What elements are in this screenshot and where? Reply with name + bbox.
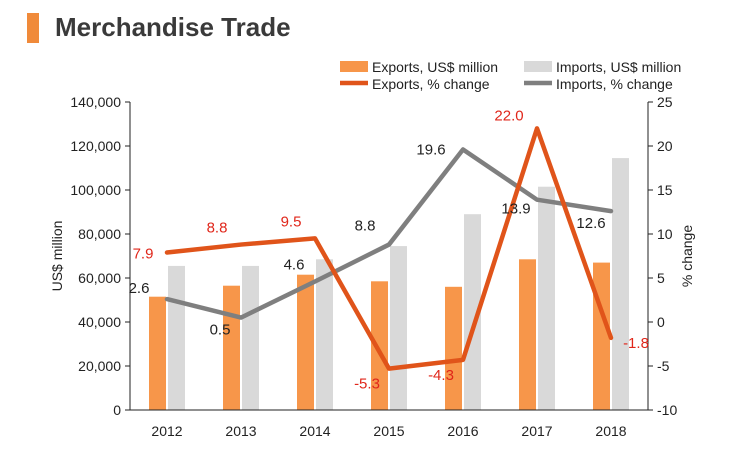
data-label-exports-pct: 7.9 — [133, 245, 154, 262]
data-label-exports-pct: -1.8 — [623, 335, 649, 352]
y-tick-label-left: 0 — [113, 402, 121, 418]
data-label-imports-pct: 19.6 — [416, 142, 445, 159]
y-tick-label-right: 15 — [657, 182, 673, 198]
bar-imports — [464, 214, 481, 410]
y-tick-label-left: 40,000 — [78, 314, 121, 330]
title-accent-bar — [27, 13, 39, 43]
line-imports-pct-change — [164, 147, 614, 320]
bar-exports — [445, 286, 462, 410]
data-label-imports-pct: 13.9 — [501, 201, 530, 218]
y-tick-label-right: -5 — [657, 358, 670, 374]
y-tick-label-right: -10 — [657, 402, 677, 418]
y-tick-label-right: 0 — [657, 314, 665, 330]
data-label-imports-pct: 4.6 — [284, 257, 305, 274]
chart-title: Merchandise Trade — [55, 12, 291, 42]
x-tick-label: 2012 — [151, 423, 182, 439]
bars-layer — [149, 158, 629, 410]
bar-exports — [223, 285, 240, 410]
legend-swatch-exports — [340, 61, 368, 72]
y-axis-title-right: % change — [679, 225, 695, 287]
bar-imports — [242, 265, 259, 410]
y-tick-label-right: 20 — [657, 138, 673, 154]
y-axis-title-left: US$ million — [49, 221, 65, 292]
legend-swatch-imports — [524, 61, 552, 72]
y-tick-label-left: 140,000 — [70, 94, 121, 110]
data-label-imports-pct: 0.5 — [210, 322, 231, 339]
y-tick-label-right: 5 — [657, 270, 665, 286]
bar-imports — [316, 259, 333, 410]
data-label-imports-pct: 8.8 — [355, 218, 376, 235]
legend-label-exports: Exports, US$ million — [372, 59, 498, 75]
data-label-exports-pct: 9.5 — [281, 213, 302, 230]
bar-imports — [390, 246, 407, 410]
lines-layer — [164, 126, 614, 371]
data-label-exports-pct: -5.3 — [354, 376, 380, 393]
x-tick-label: 2016 — [447, 423, 478, 439]
y-tick-label-left: 60,000 — [78, 270, 121, 286]
data-label-imports-pct: 2.6 — [129, 280, 150, 297]
data-label-imports-pct: 12.6 — [576, 215, 605, 232]
legend-label-imports: Imports, US$ million — [556, 59, 681, 75]
axes-layer: 0 20,000 40,000 60,000 80,000 100,000 120,000 1… — [49, 94, 695, 439]
y-tick-label-left: 100,000 — [70, 182, 121, 198]
bar-imports — [538, 186, 555, 410]
y-tick-label-right: 25 — [657, 94, 673, 110]
data-label-exports-pct: 8.8 — [207, 220, 228, 237]
y-tick-label-right: 10 — [657, 226, 673, 242]
x-tick-label: 2014 — [299, 423, 330, 439]
bar-imports — [168, 265, 185, 410]
x-tick-label: 2017 — [521, 423, 552, 439]
bar-exports — [297, 274, 314, 410]
legend-label-exports-pct: Exports, % change — [372, 76, 490, 92]
bar-imports — [612, 158, 629, 410]
data-label-exports-pct: 22.0 — [494, 107, 523, 124]
bar-exports — [149, 296, 166, 410]
bar-exports — [519, 259, 536, 410]
legend-label-imports-pct: Imports, % change — [556, 76, 673, 92]
line-exports-pct-change — [164, 126, 614, 371]
bar-exports — [593, 262, 610, 410]
y-tick-label-left: 120,000 — [70, 138, 121, 154]
x-tick-label: 2018 — [595, 423, 626, 439]
legend: Exports, US$ million Imports, US$ million… — [340, 59, 681, 92]
bar-exports — [371, 281, 388, 410]
y-tick-label-left: 20,000 — [78, 358, 121, 374]
y-tick-label-left: 80,000 — [78, 226, 121, 242]
x-tick-label: 2015 — [373, 423, 404, 439]
data-label-exports-pct: -4.3 — [428, 367, 454, 384]
x-tick-label: 2013 — [225, 423, 256, 439]
data-labels-layer: 7.9 8.8 9.5 -5.3 -4.3 22.0 -1.8 2.6 0.5 4.6 8.8 19.… — [129, 107, 649, 392]
